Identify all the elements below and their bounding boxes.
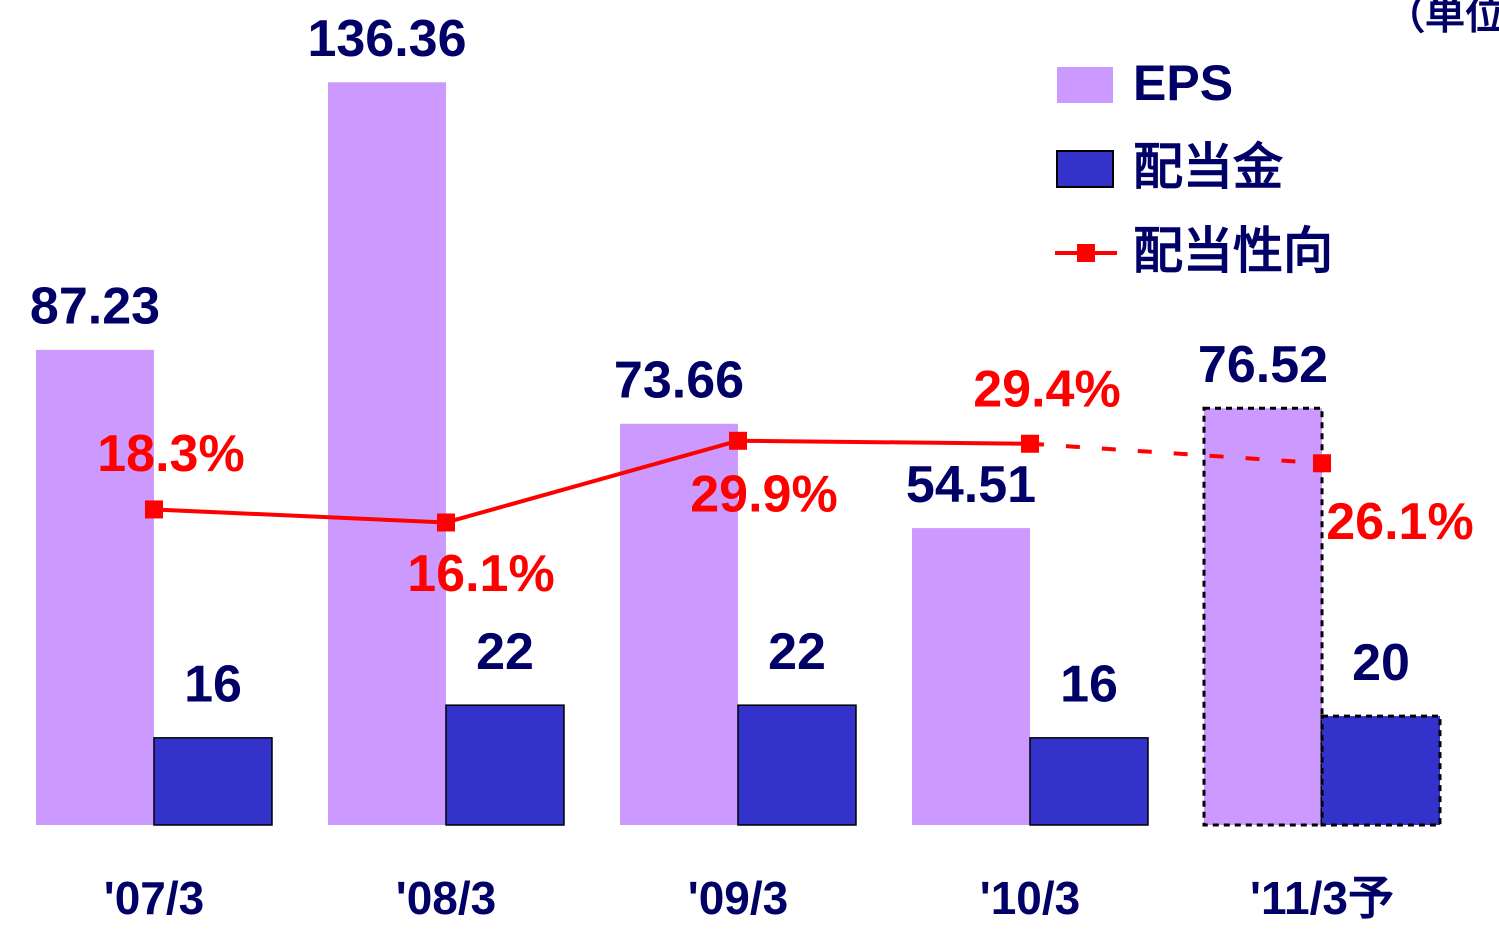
- legend-swatch: [1056, 150, 1114, 188]
- forecast-line: [1029, 441, 1323, 466]
- chart-subtitle: （単位: [1385, 0, 1499, 38]
- data-label: 29.9%: [690, 466, 837, 524]
- legend-label: EPS: [1133, 55, 1233, 111]
- bar: [36, 349, 154, 825]
- line-marker: [1021, 434, 1039, 453]
- x-tick-label: '11/3予: [1250, 872, 1394, 924]
- legend-label: 配当金: [1133, 139, 1284, 195]
- data-label: 16: [1060, 656, 1118, 714]
- bar: [1029, 737, 1149, 826]
- data-label: 136.36: [307, 10, 466, 68]
- data-label: 22: [476, 623, 534, 681]
- data-label: 16: [184, 656, 242, 714]
- data-label: 22: [768, 623, 826, 681]
- line-marker: [729, 431, 747, 450]
- data-label: 54.51: [906, 456, 1036, 514]
- data-label: 20: [1352, 634, 1410, 692]
- legend-swatch: [1077, 244, 1095, 262]
- x-tick-label: '09/3: [688, 872, 788, 924]
- bar: [620, 423, 738, 825]
- data-label: 29.4%: [973, 360, 1120, 418]
- x-tick-label: '07/3: [104, 872, 204, 924]
- bar: [1320, 714, 1442, 827]
- data-label: 16.1%: [407, 545, 554, 603]
- data-label: 73.66: [614, 352, 744, 410]
- line-marker: [145, 500, 163, 519]
- line-marker: [437, 513, 455, 532]
- x-tick-label: '08/3: [396, 872, 496, 924]
- line-marker: [1313, 454, 1331, 473]
- bar: [1202, 406, 1324, 827]
- bar: [445, 704, 565, 826]
- data-label: 87.23: [30, 278, 160, 336]
- legend-swatch: [1057, 67, 1113, 103]
- bar: [153, 737, 273, 826]
- bar: [737, 704, 857, 826]
- data-label: 76.52: [1198, 336, 1328, 394]
- data-label: 18.3%: [97, 425, 244, 483]
- legend-label: 配当性向: [1133, 223, 1333, 279]
- bar: [328, 82, 446, 825]
- line: [153, 438, 1031, 525]
- bar: [912, 528, 1030, 825]
- x-tick-label: '10/3: [980, 872, 1080, 924]
- data-label: 26.1%: [1326, 493, 1473, 551]
